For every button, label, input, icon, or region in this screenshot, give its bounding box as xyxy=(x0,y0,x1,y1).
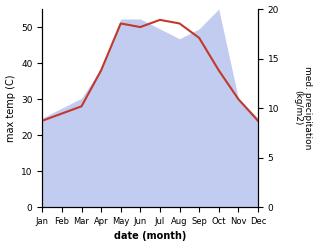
Y-axis label: med. precipitation
(kg/m2): med. precipitation (kg/m2) xyxy=(293,66,313,150)
X-axis label: date (month): date (month) xyxy=(114,231,186,242)
Y-axis label: max temp (C): max temp (C) xyxy=(5,74,16,142)
